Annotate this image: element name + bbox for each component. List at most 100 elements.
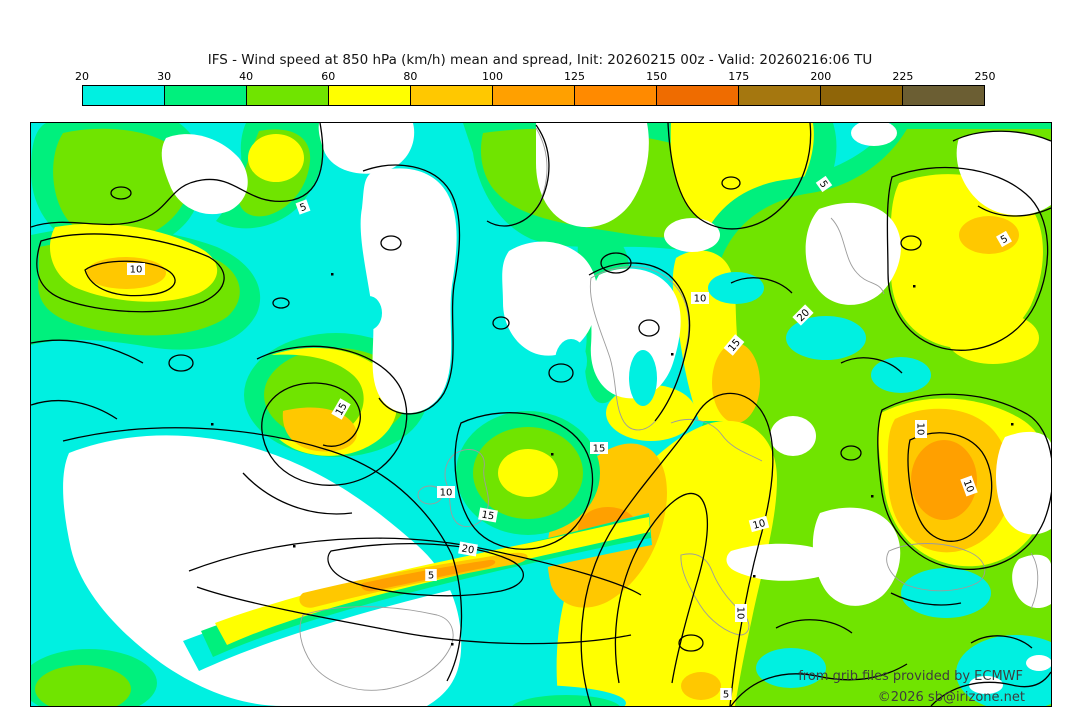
- map-shape: [871, 357, 931, 393]
- map-shape: 10: [915, 423, 926, 436]
- map-shape: [35, 665, 131, 706]
- map-shape: [31, 339, 144, 364]
- map-shape: [580, 392, 774, 706]
- map-shape: [256, 345, 408, 486]
- map-shape: [671, 353, 674, 356]
- map-shape: [886, 166, 1049, 351]
- map-shape: [1030, 552, 1039, 610]
- map-shape: [890, 592, 962, 606]
- map-shape: [444, 449, 489, 527]
- map-shape: [492, 316, 510, 330]
- contour-lines-layer: [31, 123, 1051, 706]
- map-shape: [812, 507, 901, 606]
- map-shape: [295, 199, 311, 215]
- map-shape: [708, 272, 764, 304]
- colorbar-tick-175: 175: [728, 70, 750, 83]
- map-shape: [726, 543, 839, 581]
- map-shape: [720, 688, 732, 700]
- map-shape: [911, 440, 977, 520]
- map-shape: [498, 449, 558, 497]
- colorbar-tick-250: 250: [974, 70, 996, 83]
- map-shape: [721, 176, 741, 190]
- map-shape: [362, 164, 461, 415]
- map-shape: 20: [461, 543, 475, 556]
- map-shape: [548, 363, 574, 383]
- map-shape: [830, 217, 885, 295]
- map-shape: 5: [817, 179, 830, 191]
- map-shape: [535, 127, 548, 209]
- map-shape: [536, 123, 649, 228]
- map-shape: [678, 634, 704, 652]
- map-shape: 15: [481, 509, 495, 522]
- map-shape: [272, 297, 290, 309]
- map-shape: [851, 123, 897, 146]
- map-shape: [756, 648, 826, 688]
- map-shape: [996, 230, 1012, 248]
- colorbar-tick-20: 20: [75, 70, 89, 83]
- map-shape: [969, 676, 1003, 694]
- contour-label-20: 20: [458, 541, 478, 557]
- map-shape: [959, 216, 1019, 254]
- map-shape: [86, 257, 166, 289]
- map-shape: [478, 507, 498, 523]
- map-shape: 10: [961, 478, 976, 494]
- map-shape: [664, 218, 720, 252]
- map-shape: [356, 296, 382, 330]
- map-shape: [815, 175, 833, 193]
- colorbar-tick-80: 80: [403, 70, 418, 83]
- chart-title: IFS - Wind speed at 850 hPa (km/h) mean …: [207, 52, 873, 68]
- map-shape: [956, 131, 1051, 216]
- colorbar-segment-175-200: [739, 86, 821, 105]
- map-shape: [63, 435, 462, 706]
- map-shape: [293, 545, 296, 548]
- map-shape: [735, 604, 747, 622]
- map-shape: [451, 643, 454, 646]
- map-shape: [877, 393, 1051, 570]
- map-shape: [667, 123, 812, 230]
- contour-label-15: 15: [590, 442, 608, 455]
- map-shape: 5: [999, 234, 1010, 247]
- contour-label-5: 5: [815, 175, 833, 193]
- map-shape: [460, 348, 492, 388]
- map-shape: [930, 671, 1051, 706]
- colorbar-segment-125-150: [575, 86, 657, 105]
- map-shape: [712, 343, 760, 423]
- map-shape: [730, 663, 908, 706]
- map-shape: 10: [752, 518, 767, 532]
- map-shape: [770, 416, 816, 456]
- map-shape: [110, 186, 132, 200]
- map-shape: [977, 205, 1051, 217]
- map-shape: [168, 354, 194, 372]
- map-shape: [600, 252, 632, 274]
- map-shape: [890, 174, 1043, 349]
- map-shape: [327, 543, 525, 597]
- map-shape: [915, 420, 927, 438]
- map-shape: [512, 695, 620, 706]
- map-shape: [555, 339, 587, 383]
- map-shape: [681, 672, 721, 700]
- map-shape: 15: [593, 444, 606, 455]
- map-shape: [127, 263, 145, 275]
- map-shape: [996, 431, 1051, 535]
- map-shape: [211, 423, 214, 426]
- map-shape: [196, 586, 632, 645]
- map-shape: [1012, 554, 1051, 609]
- wind-map: 10 5 15 10 15 20 5 15 10 10 5 10 10 5 5 10 20 15 from gri…: [30, 122, 1052, 707]
- colorbar: 20 30 40 60 80 100 125 150 175 200 225 250: [75, 70, 996, 106]
- map-shape: 10: [440, 488, 453, 499]
- wind-fill-layer: [31, 123, 1051, 706]
- attribution-copyright: ©2026 sb@irizone.net: [877, 690, 1025, 705]
- map-shape: [871, 495, 874, 498]
- colorbar-segment-150-175: [657, 86, 739, 105]
- map-shape: [502, 241, 598, 356]
- map-shape: [886, 543, 986, 592]
- map-shape: [670, 419, 763, 462]
- map-shape: [1011, 423, 1014, 426]
- contour-label-10: 10: [735, 604, 747, 622]
- map-shape: [792, 304, 814, 326]
- map-shape: [458, 541, 478, 557]
- map-shape: [31, 399, 118, 420]
- map-shape: [691, 292, 709, 304]
- contour-label-5: 5: [996, 230, 1012, 248]
